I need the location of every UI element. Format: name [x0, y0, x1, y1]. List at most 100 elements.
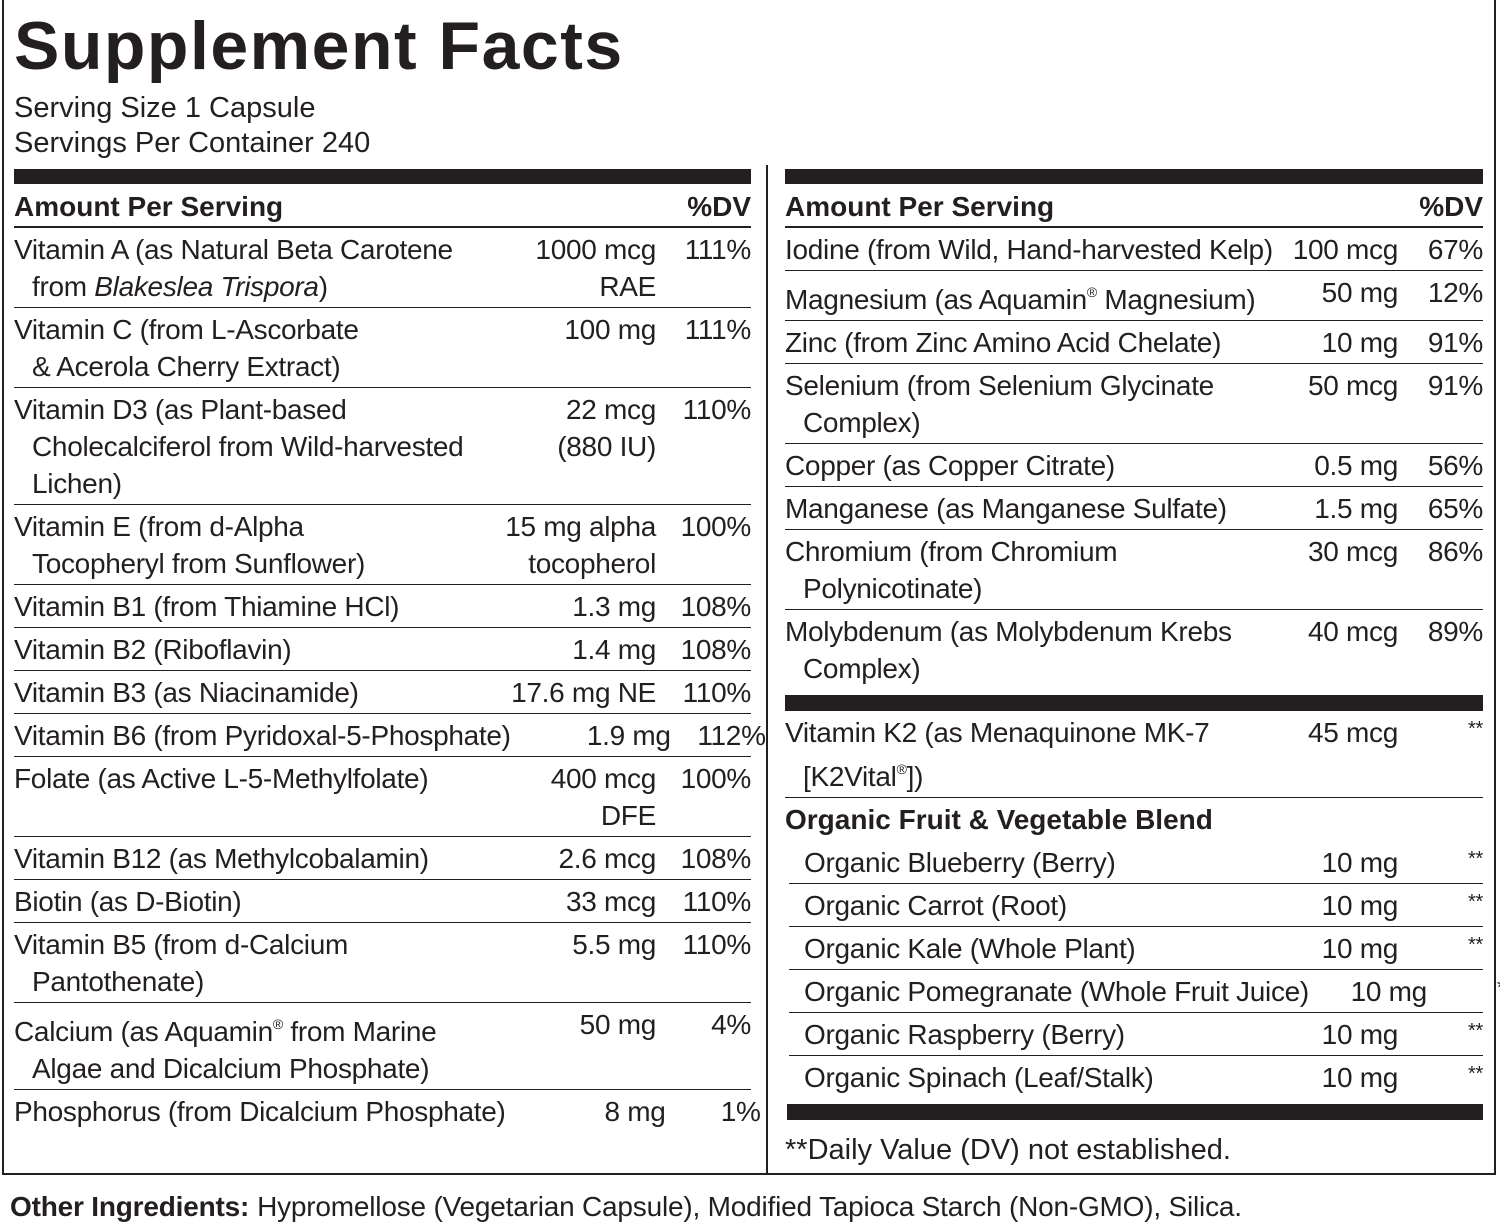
name-line: Chromium (from Chromium: [785, 536, 1118, 567]
name-line: Vitamin E (from d-Alpha: [14, 511, 304, 542]
nutrient-name: Vitamin C (from L-Ascorbate & Acerola Che…: [14, 311, 496, 385]
daily-value: 112%: [697, 720, 766, 751]
nutrient-row: Organic Raspberry (Berry) 10 mg **: [789, 1013, 1483, 1056]
name-line: Calcium (as Aquamin® from Marine: [14, 1006, 496, 1050]
amount-line: 50 mg: [1321, 277, 1399, 308]
name-line: Organic Spinach (Leaf/Stalk): [804, 1062, 1154, 1093]
amount: 0.5 mg: [1280, 447, 1398, 484]
name-line: Vitamin B3 (as Niacinamide): [14, 677, 359, 708]
nutrient-name: Calcium (as Aquamin® from Marine Algae an…: [14, 1006, 496, 1087]
nutrient-name: Vitamin B12 (as Methylcobalamin): [14, 840, 496, 877]
amount: 10 mg: [1280, 887, 1399, 924]
nutrient-row: Magnesium (as Aquamin® Magnesium) 50 mg 12…: [785, 271, 1483, 321]
amount-line: 1.9 mg: [586, 720, 671, 751]
nutrient-row: Vitamin B2 (Riboflavin) 1.4 mg 108%: [14, 628, 751, 671]
nutrient-row: Vitamin E (from d-Alpha Tocopheryl from S…: [14, 505, 751, 585]
nutrient-row: Organic Spinach (Leaf/Stalk) 10 mg **: [789, 1056, 1483, 1098]
nutrient-name: Selenium (from Selenium Glycinate Complex…: [785, 367, 1280, 441]
section-bar: [785, 695, 1483, 711]
daily-value: 111%: [684, 234, 752, 265]
nutrient-row: Biotin (as D-Biotin) 33 mcg 110%: [14, 880, 751, 923]
amount-line: 1.3 mg: [572, 591, 656, 622]
name-line: Biotin (as D-Biotin): [14, 886, 242, 917]
name-line: Cholecalciferol from Wild-harvested: [32, 431, 464, 462]
daily-value: 110%: [682, 677, 752, 708]
amount-line: 400 mcg: [550, 763, 657, 794]
name-line: Vitamin B6 (from Pyridoxal-5-Phosphate): [14, 720, 511, 751]
amount: 1.3 mg: [496, 588, 656, 625]
name-line: Complex): [803, 653, 921, 684]
header-dv: %DV: [1419, 191, 1483, 222]
amount-line: 45 mcg: [1307, 717, 1398, 748]
nutrient-row: Calcium (as Aquamin® from Marine Algae an…: [14, 1003, 751, 1090]
name-line: Organic Kale (Whole Plant): [804, 933, 1136, 964]
daily-value: 108%: [680, 634, 752, 665]
name-line: Pantothenate): [32, 966, 205, 997]
amount-line: 5.5 mg: [572, 929, 656, 960]
amount: 40 mcg: [1280, 613, 1398, 687]
amount: 10 mg: [1280, 324, 1399, 361]
name-line: & Acerola Cherry Extract): [32, 351, 341, 382]
amount: 1.4 mg: [496, 631, 656, 668]
amount-line: 10 mg: [1321, 1019, 1399, 1050]
nutrient-row: Chromium (from Chromium Polynicotinate) 30…: [785, 530, 1483, 610]
left-column: Amount Per Serving %DV Vitamin A (as Natur…: [14, 169, 766, 1132]
daily-value: 108%: [680, 843, 752, 874]
daily-value: 12%: [1427, 277, 1483, 308]
name-segment: ]): [906, 761, 924, 792]
name-line: Vitamin K2 (as Menaquinone MK-7: [785, 717, 1210, 748]
blend: Organic Fruit & Vegetable Blend Organic B…: [785, 798, 1500, 1098]
amount: 10 mg: [1309, 973, 1428, 1010]
amount-line: 100 mcg: [1292, 234, 1399, 265]
daily-value: 65%: [1427, 493, 1483, 524]
nutrient-name: Organic Raspberry (Berry): [789, 1016, 1280, 1053]
amount-line: 10 mg: [1321, 1062, 1399, 1093]
name-line: Selenium (from Selenium Glycinate: [785, 370, 1214, 401]
name-line: Complex): [803, 407, 921, 438]
amount-line: 10 mg: [1350, 976, 1428, 1007]
amount-line: 8 mg: [604, 1096, 666, 1127]
amount-line: 10 mg: [1321, 847, 1399, 878]
nutrient-name: Organic Spinach (Leaf/Stalk): [789, 1059, 1280, 1096]
servings-per-container: Servings Per Container 240: [14, 127, 371, 159]
daily-value: **: [1468, 848, 1483, 870]
amount-line: 10 mg: [1321, 890, 1399, 921]
amount: 10 mg: [1280, 1016, 1399, 1053]
amount: 30 mcg: [1280, 533, 1398, 607]
nutrient-row: Vitamin C (from L-Ascorbate & Acerola Che…: [14, 308, 751, 388]
blend-title: Organic Fruit & Vegetable Blend: [785, 804, 1213, 835]
name-line: Molybdenum (as Molybdenum Krebs: [785, 616, 1232, 647]
amount-line: 100 mg: [564, 314, 656, 345]
daily-value: 86%: [1427, 536, 1483, 567]
amount: 100 mcg: [1280, 231, 1399, 268]
nutrient-name: Vitamin E (from d-Alpha Tocopheryl from S…: [14, 508, 496, 582]
name-segment: Blakeslea Trispora: [94, 271, 319, 302]
daily-value: 111%: [684, 314, 752, 345]
name-line: Manganese (as Manganese Sulfate): [785, 493, 1227, 524]
name-segment: Magnesium (as Aquamin: [785, 284, 1087, 315]
header-amount: Amount Per Serving: [785, 191, 1055, 222]
amount-line: 2.6 mcg: [558, 843, 657, 874]
amount-line: DFE: [600, 800, 656, 831]
nutrient-name: Vitamin D3 (as Plant-based Cholecalcifero…: [14, 391, 496, 502]
name-segment: ®: [272, 1016, 283, 1032]
nutrient-name: Vitamin B3 (as Niacinamide): [14, 674, 496, 711]
name-segment: Magnesium): [1096, 284, 1256, 315]
daily-value: **: [1468, 934, 1483, 956]
nutrient-row: Vitamin B1 (from Thiamine HCl) 1.3 mg 108%: [14, 585, 751, 628]
amount-line: 50 mcg: [1307, 370, 1398, 401]
amount-line: 10 mg: [1321, 327, 1399, 358]
amount-line: 50 mg: [579, 1009, 657, 1040]
name-line: Iodine (from Wild, Hand-harvested Kelp): [785, 234, 1273, 265]
name-line: Vitamin B12 (as Methylcobalamin): [14, 843, 429, 874]
amount-line: 1000 mcg: [535, 234, 656, 265]
name-line: Phosphorus (from Dicalcium Phosphate): [14, 1096, 506, 1127]
nutrient-row: Organic Kale (Whole Plant) 10 mg **: [789, 927, 1483, 970]
nutrient-row: Vitamin B6 (from Pyridoxal-5-Phosphate) 1…: [14, 714, 766, 757]
amount: 17.6 mg NE: [496, 674, 656, 711]
daily-value: 56%: [1427, 450, 1483, 481]
name-line: Vitamin B5 (from d-Calcium: [14, 929, 348, 960]
header-bar: [14, 169, 751, 184]
name-line: [K2Vital®]): [785, 751, 1280, 795]
